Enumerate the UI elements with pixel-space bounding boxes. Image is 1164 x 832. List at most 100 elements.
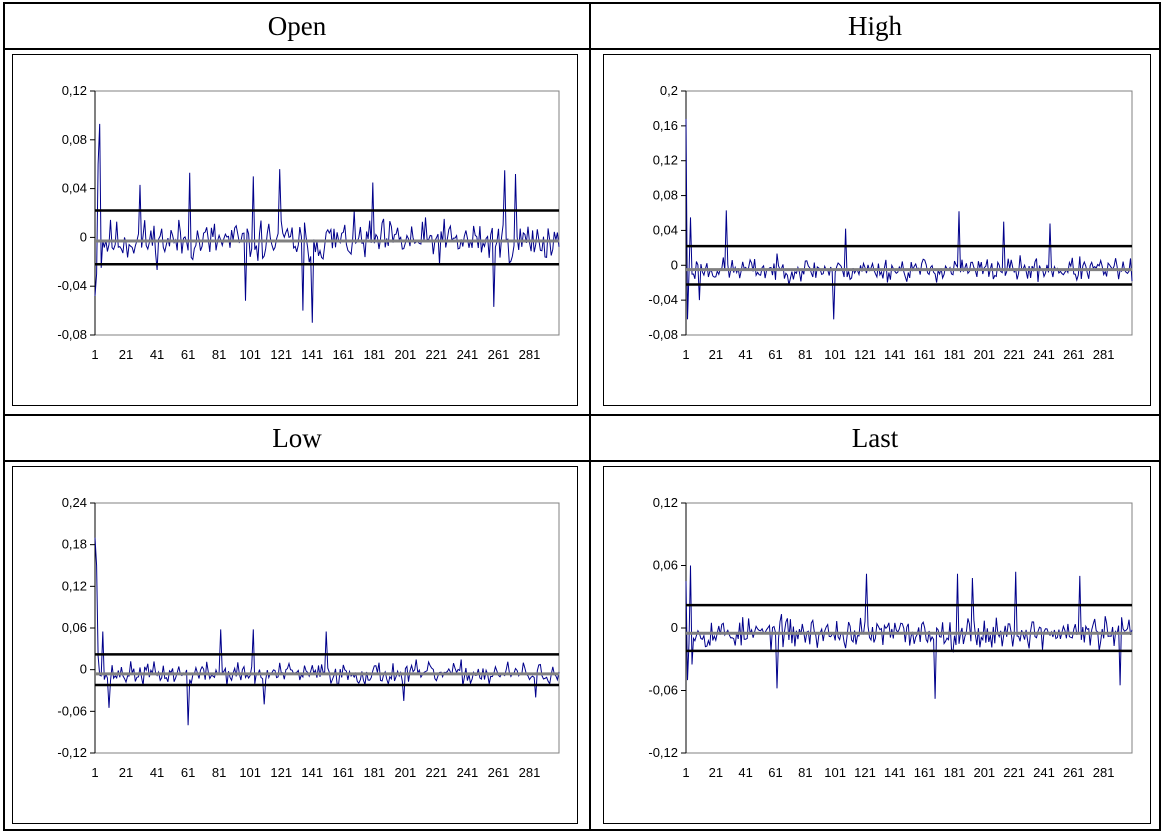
x-tick-label: 121 (854, 347, 876, 362)
y-tick-label: 0,06 (62, 620, 87, 635)
x-tick-label: 141 (301, 765, 323, 780)
y-tick-label: 0 (671, 257, 678, 272)
x-tick-label: 121 (854, 765, 876, 780)
x-tick-label: 141 (884, 347, 906, 362)
x-tick-label: 241 (457, 765, 479, 780)
x-tick-label: 261 (488, 347, 510, 362)
x-tick-label: 21 (709, 347, 723, 362)
plot-area (94, 90, 560, 336)
chart-frame-low: -0,12 -0,06 0 0,06 0,12 0,18 0,24 1 21 41 61 81 101 1… (12, 466, 578, 824)
x-tick-label: 1 (91, 765, 98, 780)
y-tick-label: 0,06 (653, 558, 678, 573)
x-tick-label: 161 (914, 347, 936, 362)
y-tick-label: 0,18 (62, 537, 87, 552)
x-tick-label: 121 (270, 765, 292, 780)
x-tick-label: 181 (363, 765, 385, 780)
x-tick-label: 281 (519, 347, 541, 362)
x-tick-label: 261 (1063, 765, 1085, 780)
chart-grid: Open High Low Last -0,08 -0,04 0 0,04 0,08 0,… (3, 2, 1161, 831)
series-line (685, 118, 1133, 320)
y-tick-label: 0,08 (653, 188, 678, 203)
x-tick-label: 101 (824, 347, 846, 362)
y-tick-label: -0,12 (57, 745, 87, 760)
y-tick-label: -0,06 (648, 683, 678, 698)
y-tick-label: 0,08 (62, 132, 87, 147)
y-tick-label: 0,12 (62, 578, 87, 593)
x-tick-label: 61 (181, 765, 195, 780)
x-tick-label: 61 (181, 347, 195, 362)
x-tick-label: 41 (738, 347, 752, 362)
y-tick-label: 0,12 (62, 83, 87, 98)
x-tick-label: 221 (1003, 347, 1025, 362)
x-tick-label: 241 (1033, 765, 1055, 780)
x-tick-label: 81 (798, 765, 812, 780)
x-tick-label: 1 (91, 347, 98, 362)
y-tick-label: -0,12 (648, 745, 678, 760)
x-tick-label: 141 (301, 347, 323, 362)
x-tick-label: 21 (709, 765, 723, 780)
x-tick-label: 61 (768, 347, 782, 362)
x-tick-label: 21 (119, 765, 133, 780)
x-tick-label: 201 (395, 347, 417, 362)
grid-divider-middle (5, 414, 1159, 416)
y-tick-label: 0,24 (62, 495, 87, 510)
header-low: Low (272, 423, 322, 453)
chart-frame-open: -0,08 -0,04 0 0,04 0,08 0,12 1 21 41 61 81 101 121 14… (12, 54, 578, 406)
x-tick-label: 1 (682, 765, 689, 780)
y-tick-label: 0,16 (653, 118, 678, 133)
x-tick-label: 201 (973, 765, 995, 780)
y-tick-label: 0 (80, 229, 87, 244)
x-tick-label: 41 (150, 347, 164, 362)
x-tick-label: 201 (973, 347, 995, 362)
x-tick-label: 261 (1063, 347, 1085, 362)
series-line (94, 123, 560, 323)
grid-divider-vertical (589, 4, 591, 829)
grid-divider-header-top (5, 48, 1159, 50)
x-tick-label: 161 (332, 765, 354, 780)
y-tick-label: -0,08 (648, 327, 678, 342)
x-tick-label: 201 (395, 765, 417, 780)
header-last: Last (851, 423, 899, 453)
plot-area (685, 90, 1133, 336)
y-tick-label: 0,04 (653, 222, 678, 237)
x-tick-label: 1 (682, 347, 689, 362)
y-tick-label: 0,12 (653, 153, 678, 168)
y-tick-label: 0 (80, 662, 87, 677)
x-tick-label: 21 (119, 347, 133, 362)
y-tick-label: -0,04 (648, 292, 678, 307)
x-tick-label: 221 (426, 347, 448, 362)
x-tick-label: 101 (239, 765, 261, 780)
x-tick-label: 241 (457, 347, 479, 362)
x-tick-label: 121 (270, 347, 292, 362)
y-tick-label: 0,12 (653, 495, 678, 510)
x-tick-label: 101 (824, 765, 846, 780)
plot-area (94, 502, 560, 754)
x-tick-label: 81 (798, 347, 812, 362)
x-tick-label: 181 (944, 765, 966, 780)
y-tick-label: 0 (671, 620, 678, 635)
x-tick-label: 41 (738, 765, 752, 780)
x-tick-label: 161 (332, 347, 354, 362)
x-tick-label: 41 (150, 765, 164, 780)
x-tick-label: 101 (239, 347, 261, 362)
x-tick-label: 221 (426, 765, 448, 780)
x-tick-label: 261 (488, 765, 510, 780)
x-tick-label: 61 (768, 765, 782, 780)
series-line (94, 537, 560, 726)
x-tick-label: 241 (1033, 347, 1055, 362)
header-open: Open (267, 11, 327, 41)
x-tick-label: 181 (363, 347, 385, 362)
x-tick-label: 81 (212, 347, 226, 362)
x-tick-label: 161 (914, 765, 936, 780)
x-tick-label: 281 (1093, 765, 1115, 780)
x-tick-label: 281 (1093, 347, 1115, 362)
y-tick-label: -0,06 (57, 703, 87, 718)
chart-frame-last: -0,12 -0,06 0 0,06 0,12 1 21 41 61 81 101 121 141 161… (603, 466, 1151, 824)
x-tick-label: 181 (944, 347, 966, 362)
header-high: High (848, 11, 902, 41)
x-tick-label: 141 (884, 765, 906, 780)
